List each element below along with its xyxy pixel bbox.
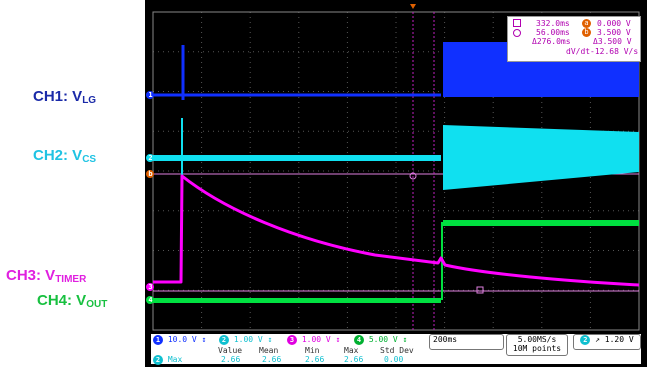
- ch2-badge: 2: [219, 335, 229, 345]
- ch2-scale[interactable]: 2 1.00 V ↕: [219, 335, 272, 345]
- stats-ch2-badge: 2: [153, 355, 163, 365]
- cursor-volt-2: 3.500 V: [597, 28, 631, 37]
- cursor-a-icon: a: [582, 19, 591, 28]
- cursor-time-2: 56.00ms: [536, 28, 570, 37]
- stats-header-max: Max: [344, 346, 359, 355]
- cursor-readout: 332.0ms 56.00ms Δ276.0ms a b 0.000 V 3.5…: [507, 16, 641, 62]
- ch3-trace: [153, 174, 640, 287]
- ch4-marker: 4: [148, 296, 153, 304]
- trigger-position-marker: [410, 4, 416, 9]
- cursor-delta-time: Δ276.0ms: [532, 37, 571, 46]
- cursor-time-1: 332.0ms: [536, 19, 570, 28]
- ch2-label: CH2: VCS: [33, 147, 97, 165]
- ch4-trace-high: [443, 220, 639, 226]
- stats-value: 2.66: [221, 355, 241, 364]
- cursor-b-marker: b: [148, 170, 153, 178]
- stats-mean: 2.66: [262, 355, 282, 364]
- ch2-trace-left: [153, 155, 441, 161]
- ch4-badge: 4: [354, 335, 364, 345]
- ch3-marker: 3: [148, 283, 153, 291]
- oscilloscope-screen: 1 2 b 3 4 332.0ms 56.00ms Δ276.0ms a b 0…: [145, 0, 647, 367]
- stats-min: 2.66: [305, 355, 325, 364]
- ch1-label: CH1: VLG: [33, 88, 97, 106]
- channel-markers: [146, 91, 154, 304]
- dvdt-value: -12.68 V/s: [590, 47, 639, 56]
- stats-header-min: Min: [305, 346, 320, 355]
- square-cursor-icon: [513, 19, 521, 27]
- stats-header-mean: Mean: [259, 346, 279, 355]
- ch2-marker: 2: [148, 154, 153, 162]
- trigger-slope-icon: ↗: [595, 335, 600, 344]
- cursor-delta-volt: Δ3.500 V: [593, 37, 632, 46]
- cursor-b-icon: b: [582, 28, 591, 37]
- ch1-scale[interactable]: 1 10.0 V ↕: [153, 335, 206, 345]
- ch2-trace-switching: [443, 125, 639, 190]
- ch4-trace-low: [153, 298, 441, 303]
- stats-header-value: Value: [218, 346, 243, 355]
- timebase-box[interactable]: 200ms: [429, 334, 504, 350]
- status-bar: 1 10.0 V ↕ 2 1.00 V ↕ 3 1.00 V ↕ 4 5.00 …: [151, 334, 641, 365]
- ch3-scale[interactable]: 3 1.00 V ↕: [287, 335, 340, 345]
- ch3-badge: 3: [287, 335, 297, 345]
- cursor-volt-1: 0.000 V: [597, 19, 631, 28]
- ch3-label: CH3: VTIMER: [6, 267, 87, 285]
- stats-header-stddev: Std Dev: [380, 346, 414, 355]
- ch1-badge: 1: [153, 335, 163, 345]
- circle-cursor-icon: [513, 29, 521, 37]
- stats-row-label: 2 Max: [153, 355, 182, 365]
- cursor-marker-1: [409, 172, 417, 180]
- acquisition-box[interactable]: 5.00MS/s 10M points: [506, 334, 568, 356]
- cursor-marker-2: [476, 286, 484, 294]
- trigger-channel-badge: 2: [580, 335, 591, 345]
- ch4-label: CH4: VOUT: [37, 292, 108, 310]
- trigger-box[interactable]: 2 ↗ 1.20 V: [573, 334, 641, 350]
- stats-stddev: 0.00: [384, 355, 404, 364]
- ch1-marker: 1: [148, 91, 153, 99]
- dvdt-label: dV/dt: [566, 47, 591, 56]
- stats-max: 2.66: [344, 355, 364, 364]
- ch4-scale[interactable]: 4 5.00 V ↕: [354, 335, 407, 345]
